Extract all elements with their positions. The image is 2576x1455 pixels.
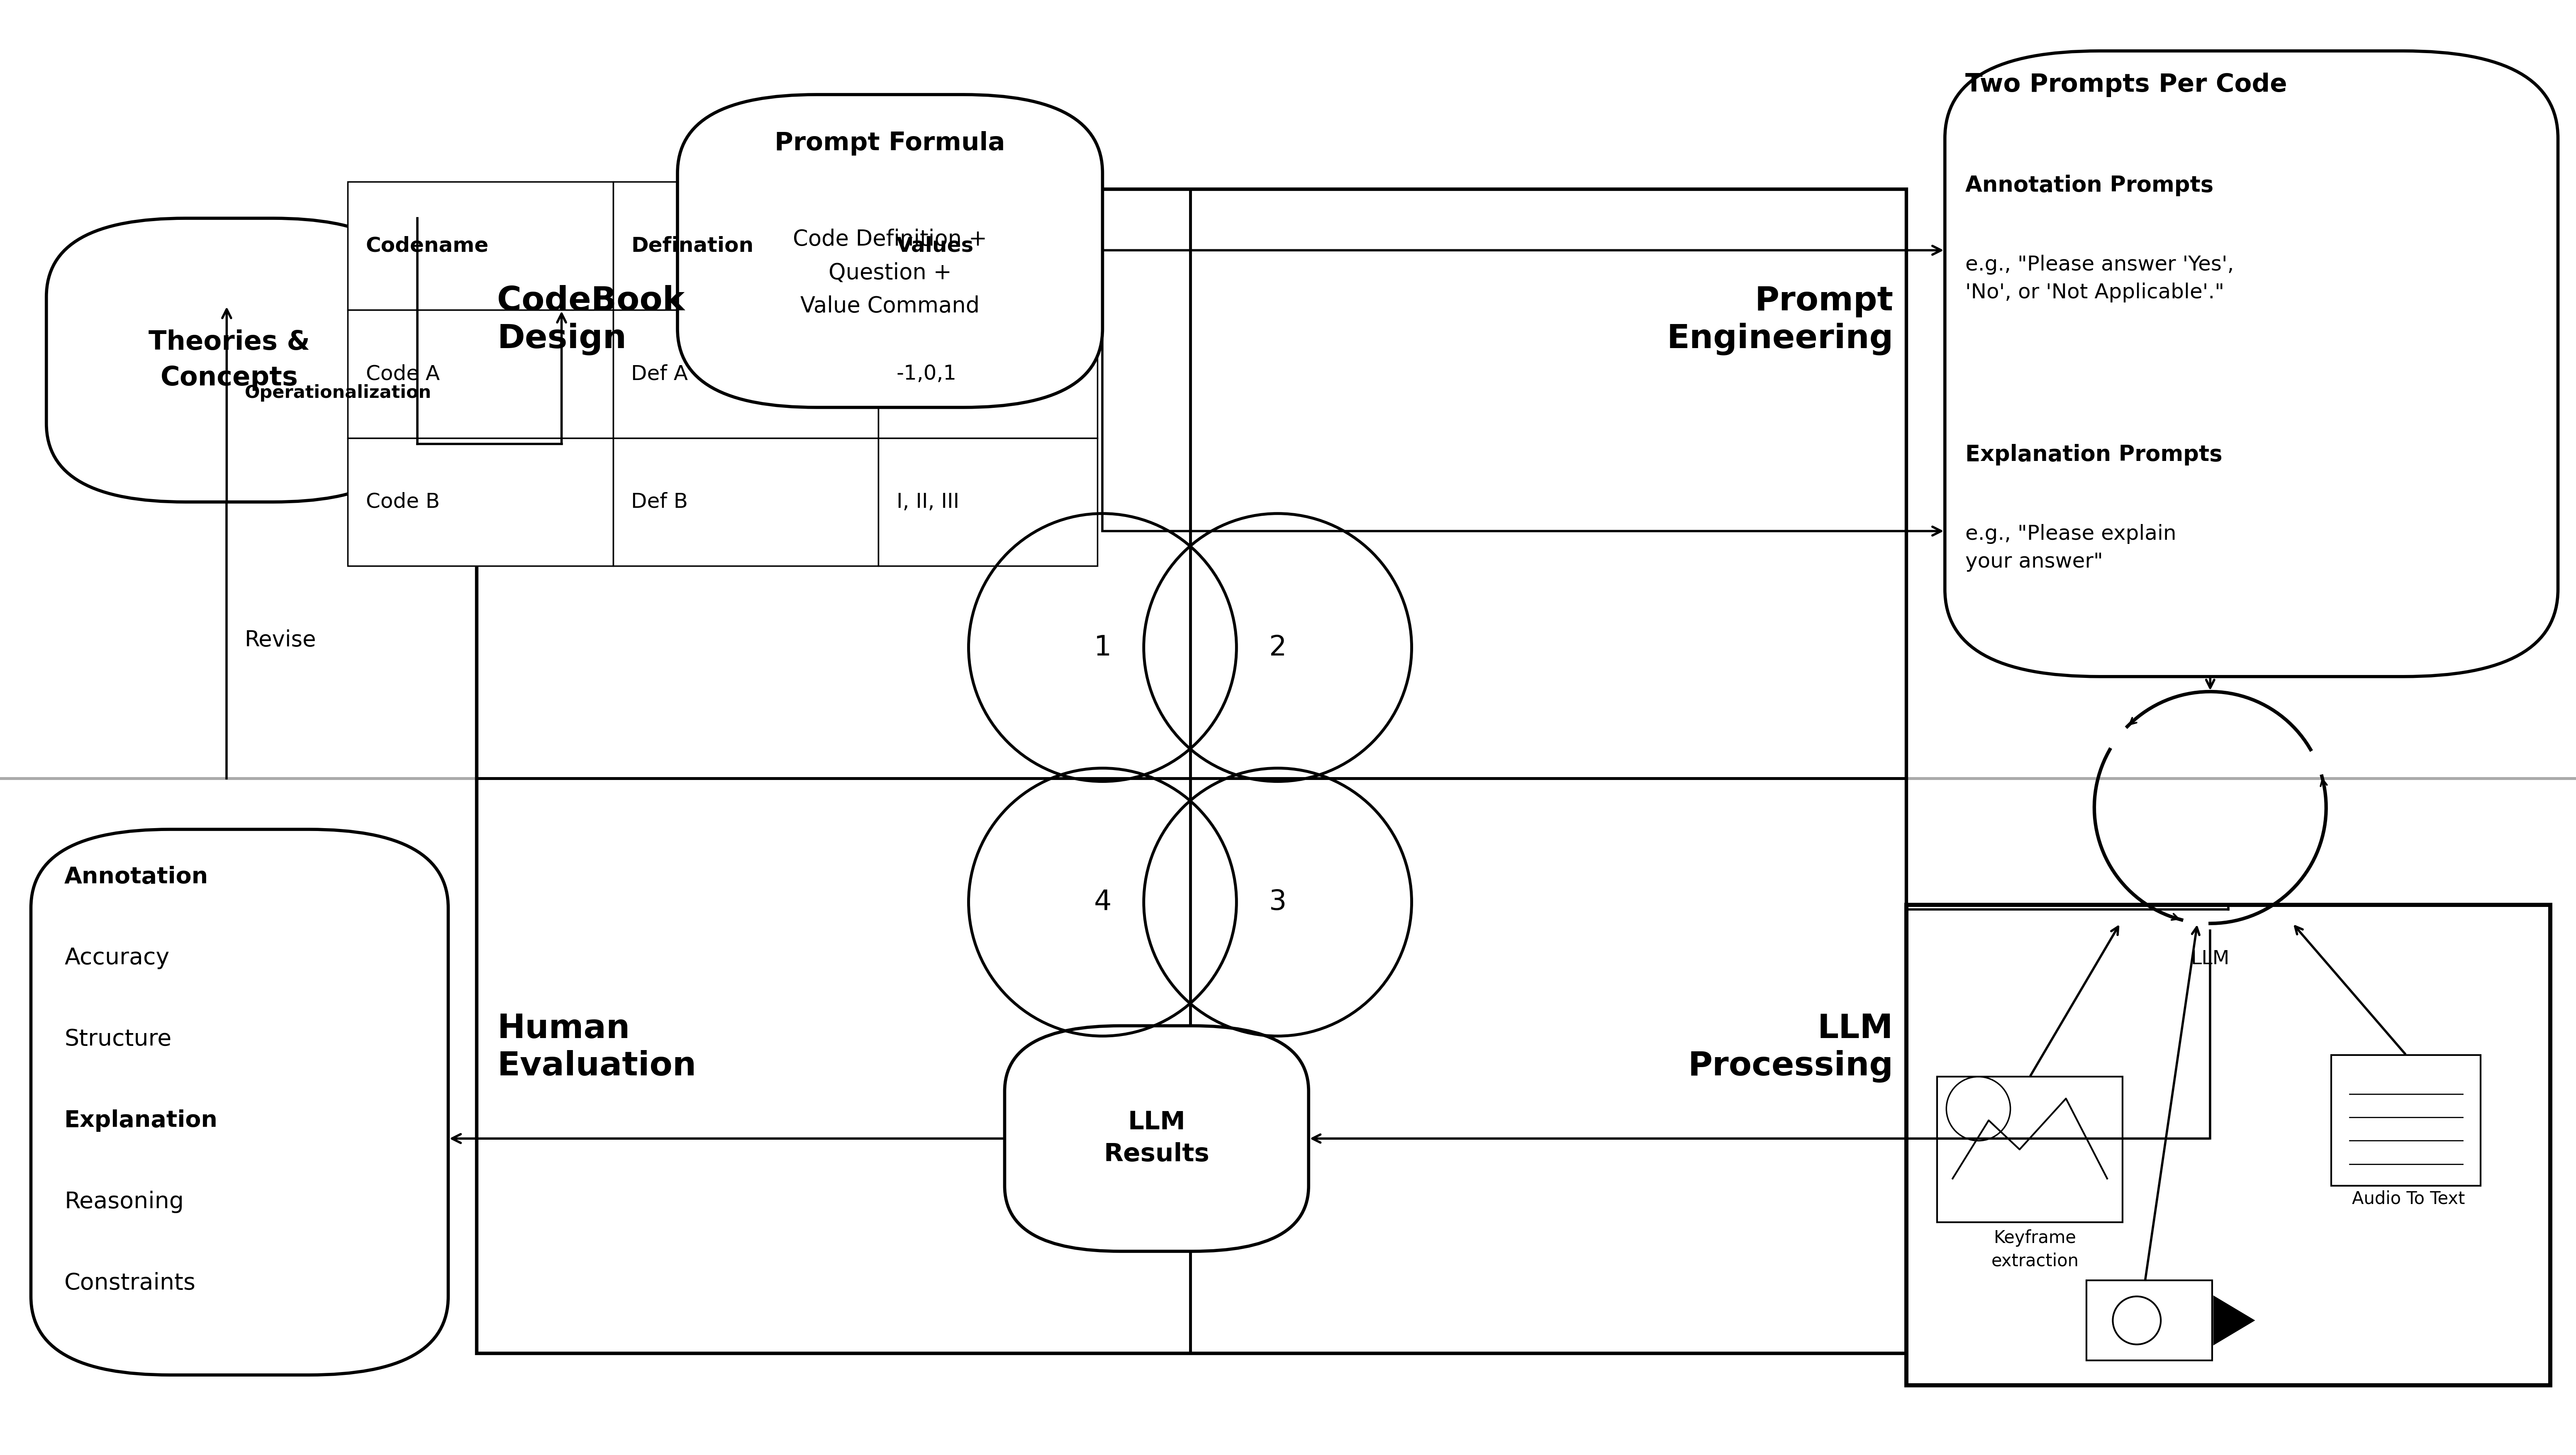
Text: Structure: Structure: [64, 1029, 173, 1051]
Bar: [348, 310, 613, 438]
Text: 3: 3: [1270, 889, 1285, 915]
Text: Accuracy: Accuracy: [64, 947, 170, 969]
Bar: [2087, 1280, 2213, 1360]
Text: Code B: Code B: [366, 492, 440, 512]
Text: e.g., "Please explain
your answer": e.g., "Please explain your answer": [1965, 524, 2177, 572]
Text: CodeBook
Design: CodeBook Design: [497, 285, 685, 355]
FancyBboxPatch shape: [1005, 1026, 1309, 1251]
Text: Codename: Codename: [366, 236, 489, 256]
Text: Annotation: Annotation: [64, 866, 209, 888]
Bar: [878, 182, 1097, 310]
Text: Prompt
Engineering: Prompt Engineering: [1667, 285, 1893, 355]
Text: I, II, III: I, II, III: [896, 492, 958, 512]
Text: Audio To Text: Audio To Text: [2352, 1190, 2465, 1208]
Text: -1,0,1: -1,0,1: [896, 364, 956, 384]
Bar: [348, 182, 613, 310]
Text: e.g., "Please answer 'Yes',
'No', or 'Not Applicable'.": e.g., "Please answer 'Yes', 'No', or 'No…: [1965, 255, 2233, 303]
Text: LLM: LLM: [2190, 950, 2231, 969]
FancyBboxPatch shape: [46, 218, 412, 502]
Bar: [878, 310, 1097, 438]
Text: Def B: Def B: [631, 492, 688, 512]
Bar: [613, 438, 878, 566]
Text: Operationalization: Operationalization: [245, 384, 430, 402]
Text: Revise: Revise: [245, 630, 317, 650]
Bar: [1906, 905, 2550, 1385]
Text: Human
Evaluation: Human Evaluation: [497, 1013, 696, 1083]
Bar: [878, 438, 1097, 566]
Text: LLM
Processing: LLM Processing: [1687, 1013, 1893, 1083]
Text: Keyframe
extraction: Keyframe extraction: [1991, 1229, 2079, 1270]
Polygon shape: [2213, 1296, 2254, 1344]
FancyBboxPatch shape: [31, 829, 448, 1375]
Text: Prompt Formula: Prompt Formula: [775, 131, 1005, 156]
Text: LLM
Results: LLM Results: [1103, 1110, 1211, 1167]
FancyBboxPatch shape: [677, 95, 1103, 407]
Bar: [477, 189, 1906, 1353]
Text: Defination: Defination: [631, 236, 755, 256]
FancyBboxPatch shape: [1945, 51, 2558, 677]
Text: Explanation: Explanation: [64, 1109, 219, 1132]
Text: 4: 4: [1095, 889, 1110, 915]
Text: Explanation Prompts: Explanation Prompts: [1965, 444, 2223, 466]
Text: Theories &
Concepts: Theories & Concepts: [149, 329, 309, 391]
Text: Code A: Code A: [366, 364, 440, 384]
Text: Values: Values: [896, 236, 974, 256]
Text: 1: 1: [1095, 634, 1110, 661]
Bar: [2331, 1055, 2481, 1186]
Text: Code Definition +
Question +
Value Command: Code Definition + Question + Value Comma…: [793, 228, 987, 317]
Text: Constraints: Constraints: [64, 1272, 196, 1295]
Text: Annotation Prompts: Annotation Prompts: [1965, 175, 2213, 196]
Bar: [613, 182, 878, 310]
Bar: [1937, 1077, 2123, 1222]
Text: Reasoning: Reasoning: [64, 1190, 183, 1213]
Text: Def A: Def A: [631, 364, 688, 384]
Text: Two Prompts Per Code: Two Prompts Per Code: [1965, 73, 2287, 97]
Text: 2: 2: [1270, 634, 1285, 661]
Bar: [613, 310, 878, 438]
Bar: [348, 438, 613, 566]
